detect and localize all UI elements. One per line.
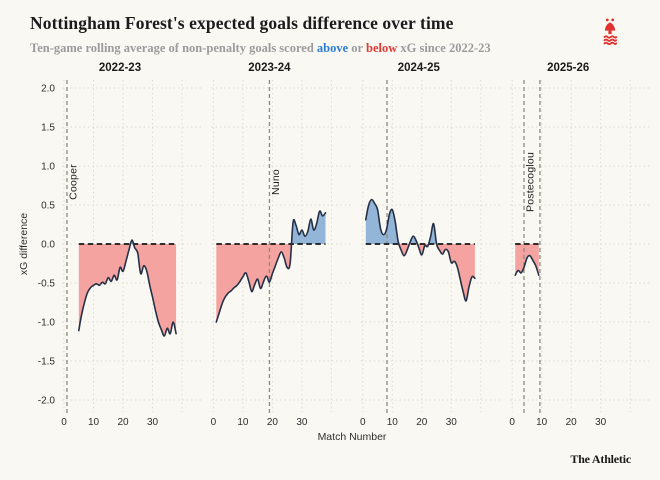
xg-rolling-line bbox=[365, 198, 476, 302]
xg-area-below bbox=[216, 244, 326, 322]
subtitle-mid: or bbox=[348, 41, 366, 55]
x-tick-label: 30 bbox=[296, 417, 308, 428]
season-panel-2023-24: 2023-24 0 10 20 30 Nuno bbox=[211, 62, 351, 428]
subtitle-below-highlight: below bbox=[366, 41, 398, 55]
x-tick-label: 30 bbox=[446, 417, 458, 428]
x-tick-label: 20 bbox=[416, 417, 428, 428]
xg-area-above bbox=[365, 199, 475, 244]
x-tick-label: 20 bbox=[566, 417, 578, 428]
page-subtitle: Ten-game rolling average of non-penalty … bbox=[30, 41, 491, 56]
x-axis-title: Match Number bbox=[318, 431, 387, 443]
x-tick-label: 10 bbox=[536, 417, 548, 428]
season-panel-2025-26: 2025-26 0 10 20 30 Postecoglou bbox=[509, 62, 650, 428]
x-tick-label: 0 bbox=[61, 417, 67, 428]
x-tick-label: 20 bbox=[117, 417, 129, 428]
xg-area-above bbox=[216, 211, 326, 244]
x-tick-label: 10 bbox=[88, 417, 100, 428]
xg-rolling-line bbox=[514, 254, 540, 276]
subtitle-post: xG since 2022-23 bbox=[397, 41, 491, 55]
season-panel-2022-23: 2022-23 0 10 20 30 Cooper bbox=[61, 62, 201, 428]
xg-area-below bbox=[78, 244, 177, 337]
x-tick-label: 30 bbox=[147, 417, 159, 428]
nottingham-forest-crest-icon bbox=[603, 18, 618, 45]
season-label: 2024-25 bbox=[398, 62, 441, 74]
x-tick-label: 10 bbox=[387, 417, 399, 428]
x-tick-label: 0 bbox=[509, 417, 515, 428]
y-axis-title: xG difference bbox=[18, 213, 30, 275]
page-title: Nottingham Forest's expected goals diffe… bbox=[30, 13, 454, 33]
y-tick-label: 1.5 bbox=[41, 123, 55, 134]
xg-area-below bbox=[515, 244, 539, 276]
season-label: 2022-23 bbox=[99, 62, 141, 74]
xg-rolling-line bbox=[215, 210, 327, 323]
athletic-credit: The Athletic bbox=[570, 452, 631, 466]
y-tick-label: 0.0 bbox=[41, 240, 55, 251]
x-tick-label: 10 bbox=[237, 417, 249, 428]
manager-label: Cooper bbox=[67, 164, 79, 200]
season-panel-2024-25: 2024-25 0 10 20 30 bbox=[360, 62, 500, 428]
manager-label: Postecoglou bbox=[525, 152, 537, 212]
x-tick-label: 30 bbox=[595, 417, 607, 428]
y-tick-label: 0.5 bbox=[41, 201, 55, 212]
xg-rolling-line bbox=[78, 239, 177, 337]
subtitle-above-highlight: above bbox=[316, 41, 349, 55]
season-label: 2023-24 bbox=[248, 62, 291, 74]
manager-label: Nuno bbox=[270, 169, 282, 195]
y-tick-label: -0.5 bbox=[38, 279, 56, 290]
y-tick-label: -1.5 bbox=[38, 357, 56, 368]
x-tick-label: 0 bbox=[360, 417, 366, 428]
x-tick-label: 0 bbox=[211, 417, 217, 428]
y-tick-label: 1.0 bbox=[41, 162, 55, 173]
y-tick-label: 2.0 bbox=[41, 84, 55, 95]
x-tick-label: 20 bbox=[267, 417, 279, 428]
y-tick-label: -1.0 bbox=[38, 318, 56, 329]
y-tick-label: -2.0 bbox=[38, 396, 56, 407]
subtitle-pre: Ten-game rolling average of non-penalty … bbox=[30, 41, 317, 55]
season-label: 2025-26 bbox=[547, 62, 589, 74]
